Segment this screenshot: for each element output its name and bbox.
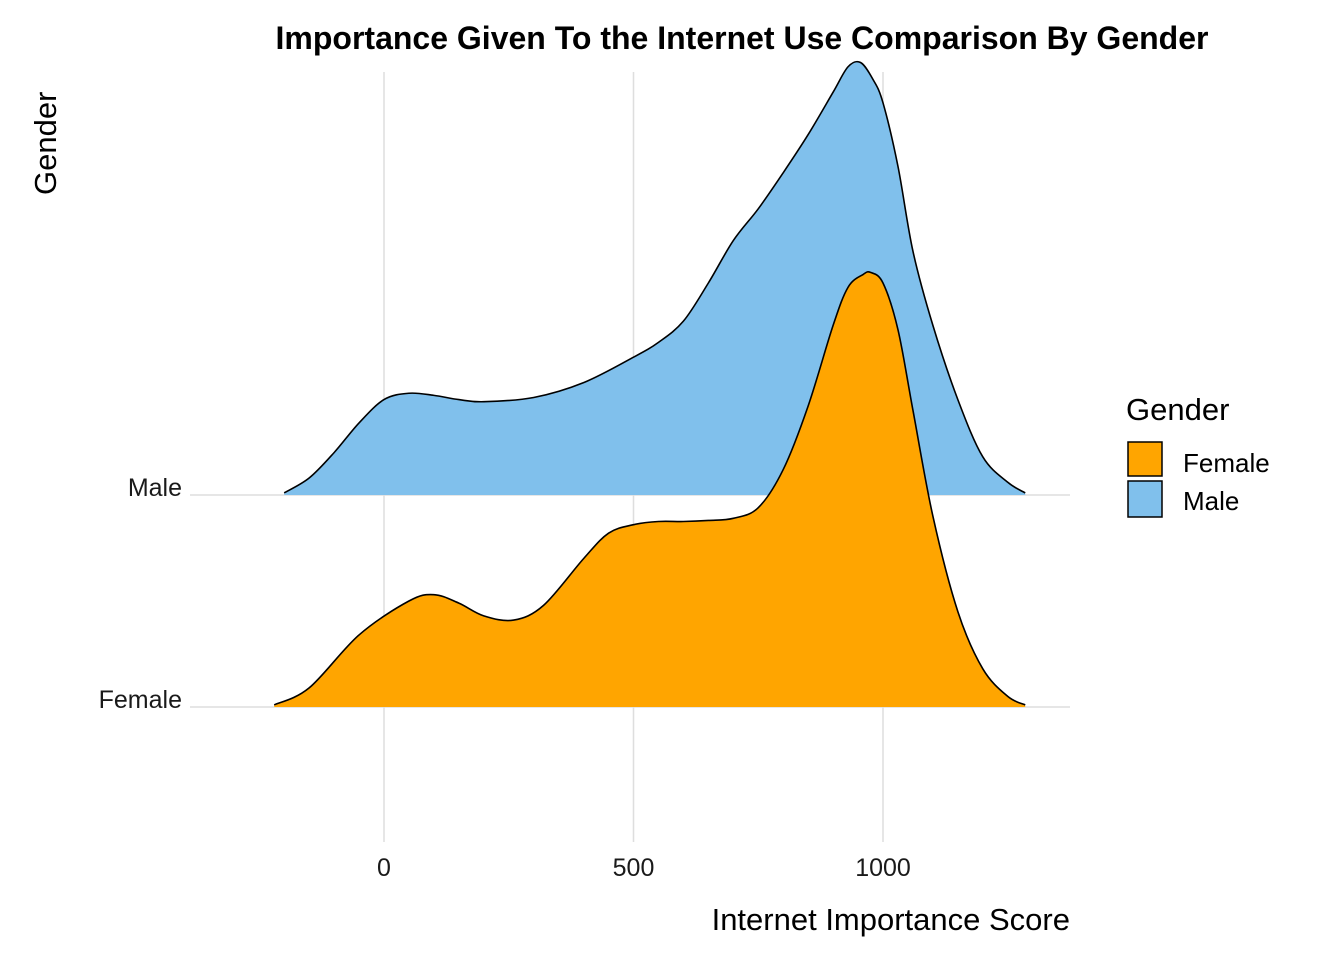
x-axis-title: Internet Importance Score xyxy=(712,902,1070,937)
series-layer xyxy=(273,60,1026,707)
chart-title: Importance Given To the Internet Use Com… xyxy=(276,20,1209,56)
legend: Gender Female Male xyxy=(1126,392,1270,518)
tick-layer: 0 500 1000 Female Male xyxy=(99,474,911,882)
legend-label-male: Male xyxy=(1183,486,1239,516)
y-axis-title: Gender xyxy=(28,92,63,195)
x-tick-label-1000: 1000 xyxy=(855,854,911,882)
legend-swatch-female xyxy=(1127,441,1163,477)
density-outline-female xyxy=(273,270,1026,706)
density-area-female xyxy=(274,271,1026,707)
legend-swatch-male xyxy=(1127,480,1163,518)
x-tick-label-500: 500 xyxy=(613,854,655,882)
y-tick-label-female: Female xyxy=(99,686,182,714)
x-tick-label-0: 0 xyxy=(377,854,391,882)
density-outline-male xyxy=(283,60,1026,494)
y-tick-label-male: Male xyxy=(128,474,182,502)
legend-title: Gender xyxy=(1126,392,1229,427)
legend-label-female: Female xyxy=(1183,448,1270,478)
